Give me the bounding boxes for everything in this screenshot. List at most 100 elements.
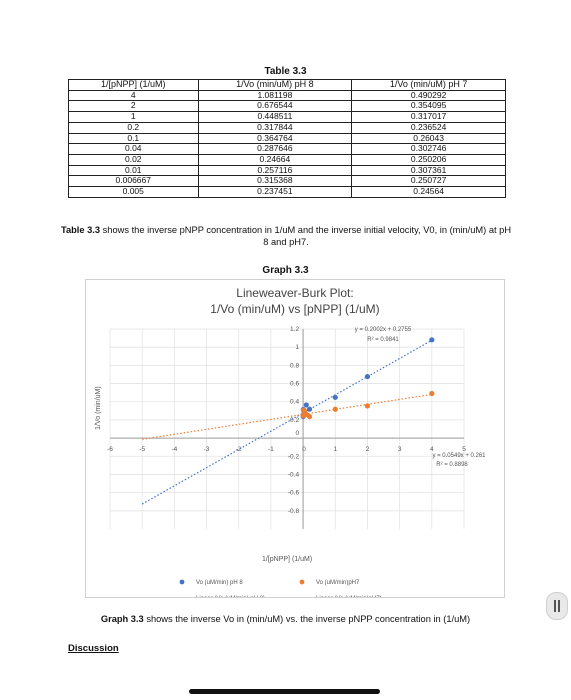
trendline-equation: y = 0.2002x + 0.2755 bbox=[355, 327, 412, 333]
trendline-r-squared: R² = 0.9841 bbox=[367, 337, 399, 343]
table-cell: 0.2 bbox=[68, 121, 199, 134]
x-tick-label: 3 bbox=[398, 446, 402, 453]
table-cell: 0.287646 bbox=[197, 143, 353, 155]
x-axis-label: 1/[pNPP] (1/uM) bbox=[262, 556, 312, 563]
table-cell: 0.354095 bbox=[351, 100, 506, 113]
table-row: 0.2 0.317844 0.236524 bbox=[68, 121, 506, 134]
table-cell: 0.317844 bbox=[197, 121, 353, 134]
table-cell: 0.302746 bbox=[351, 143, 506, 155]
table-cell: 0.26043 bbox=[351, 132, 506, 145]
y-tick-label: 0.2 bbox=[290, 417, 299, 424]
x-tick-label: -1 bbox=[268, 446, 274, 453]
x-tick-label: 2 bbox=[366, 446, 370, 453]
trendline-equation: y = 0.0549x + 0.261 bbox=[432, 453, 486, 459]
table-row: 4 1.081198 0.490292 bbox=[68, 89, 506, 102]
x-tick-label: -2 bbox=[236, 446, 242, 453]
table-cell: 0.01 bbox=[68, 164, 199, 177]
graph-caption-text: shows the inverse Vo in (min/uM) vs. the… bbox=[143, 614, 471, 624]
y-tick-label: -0.6 bbox=[288, 490, 300, 497]
table-cell: 0.250206 bbox=[351, 153, 506, 166]
data-point-ph8 bbox=[429, 337, 435, 343]
table-row: 0.005 0.237451 0.24564 bbox=[68, 186, 506, 198]
table-row: 0.02 0.24664 0.250206 bbox=[68, 153, 506, 166]
y-tick-label: 0 bbox=[295, 430, 299, 437]
data-point-ph7 bbox=[429, 390, 435, 397]
table-row: 2 0.676544 0.354095 bbox=[68, 100, 506, 113]
y-axis-label: 1/Vo (min/uM) bbox=[95, 386, 102, 430]
table-row: 0.1 0.364764 0.26043 bbox=[68, 132, 506, 145]
table-cell: 0.315368 bbox=[197, 175, 353, 188]
x-tick-label: -5 bbox=[139, 446, 145, 453]
y-tick-label: 0.6 bbox=[290, 381, 299, 388]
data-point-ph7 bbox=[364, 403, 371, 409]
trendline-ph7 bbox=[142, 393, 432, 440]
table-row: 0.006667 0.315368 0.250727 bbox=[68, 175, 506, 188]
table-cell: 2 bbox=[68, 100, 199, 113]
discussion-heading: Discussion bbox=[68, 643, 119, 654]
home-indicator[interactable] bbox=[189, 689, 380, 694]
column-header: 1/Vo (min/uM) pH 8 bbox=[197, 79, 353, 91]
trendline-r-squared: R² = 0.8898 bbox=[436, 462, 468, 468]
table-cell: 0.676544 bbox=[197, 100, 353, 113]
table-cell: 0.237451 bbox=[197, 186, 353, 198]
table-row: 0.01 0.257116 0.307361 bbox=[68, 164, 506, 177]
data-point-ph8 bbox=[332, 394, 338, 400]
y-tick-label: 1 bbox=[295, 344, 299, 351]
legend-ph7-points-marker bbox=[299, 579, 305, 585]
y-tick-label: 0.4 bbox=[290, 399, 299, 406]
table-cell: 1.081198 bbox=[197, 89, 353, 102]
x-tick-label: 1 bbox=[333, 446, 337, 453]
table-cell: 0.307361 bbox=[351, 164, 506, 177]
table-caption-text: shows the inverse pNPP concentration in … bbox=[100, 225, 512, 247]
grip-line-icon bbox=[558, 600, 560, 612]
table-cell: 0.006667 bbox=[68, 175, 199, 188]
table-cell: 0.490292 bbox=[351, 89, 506, 102]
x-tick-label: -3 bbox=[204, 446, 210, 453]
x-tick-label: -6 bbox=[107, 446, 113, 453]
table-cell: 0.1 bbox=[68, 132, 199, 145]
trendline-ph8 bbox=[141, 339, 433, 505]
table-cell: 0.005 bbox=[68, 186, 199, 198]
table-title: Table 3.3 bbox=[264, 66, 307, 77]
table-cell: 0.24664 bbox=[197, 153, 353, 166]
data-point-ph8 bbox=[306, 406, 313, 412]
chart-title: Lineweaver-Burk Plot: bbox=[236, 286, 353, 300]
y-tick-label: -0.2 bbox=[288, 453, 300, 460]
table-row: 0.04 0.287646 0.302746 bbox=[68, 143, 506, 155]
data-point-ph8 bbox=[303, 402, 309, 408]
data-table: 1/[pNPP] (1/uM) 1/Vo (min/uM) pH 8 1/Vo … bbox=[68, 79, 506, 198]
legend-ph8-points-marker bbox=[179, 579, 185, 585]
table-cell: 0.257116 bbox=[197, 164, 353, 177]
table-cell: 0.236524 bbox=[351, 121, 506, 134]
scroll-handle[interactable] bbox=[546, 592, 568, 620]
chart-subtitle: 1/Vo (min/uM) vs [pNPP] (1/uM) bbox=[210, 302, 379, 316]
table-row: 1 0.448511 0.317017 bbox=[68, 111, 506, 123]
y-tick-label: 0.8 bbox=[290, 362, 299, 369]
table-caption-label: Table 3.3 bbox=[60, 225, 101, 235]
column-header: 1/[pNPP] (1/uM) bbox=[68, 79, 199, 91]
legend-ph8-trendline-label: Linear (Vo (uM/min) pH 8) bbox=[196, 596, 265, 597]
graph-label: Graph 3.3 bbox=[262, 265, 309, 276]
graph-caption: Graph 3.3 shows the inverse Vo in (min/u… bbox=[0, 614, 571, 624]
legend-ph7-points-label: Vo (uM/min)pH7 bbox=[316, 580, 360, 586]
table-cell: 0.02 bbox=[68, 153, 199, 166]
y-tick-label: 1.2 bbox=[290, 326, 299, 333]
data-point-ph8 bbox=[364, 373, 371, 380]
table-cell: 1 bbox=[68, 111, 199, 123]
x-tick-label: -4 bbox=[171, 446, 177, 453]
legend-ph8-points-label: Vo (uM/min) pH 8 bbox=[196, 580, 243, 586]
lineweaver-burk-chart: Lineweaver-Burk Plot: 1/Vo (min/uM) vs [p… bbox=[95, 286, 486, 597]
table-cell: 0.04 bbox=[68, 143, 199, 155]
grip-line-icon bbox=[554, 600, 556, 612]
x-tick-label: 4 bbox=[430, 446, 434, 453]
x-tick-label: 0 bbox=[302, 446, 306, 453]
data-point-ph7 bbox=[300, 407, 307, 413]
table-cell: 0.448511 bbox=[197, 111, 353, 123]
graph-caption-label: Graph 3.3 bbox=[100, 614, 144, 624]
column-header: 1/Vo (min/uM) pH 7 bbox=[351, 79, 506, 91]
x-tick-label: 5 bbox=[462, 446, 466, 453]
data-point-ph7 bbox=[300, 413, 306, 419]
table-cell: 0.364764 bbox=[197, 132, 353, 145]
chart-area: Lineweaver-Burk Plot: 1/Vo (min/uM) vs [p… bbox=[85, 279, 505, 598]
table-caption: Table 3.3 shows the inverse pNPP concent… bbox=[60, 224, 512, 248]
